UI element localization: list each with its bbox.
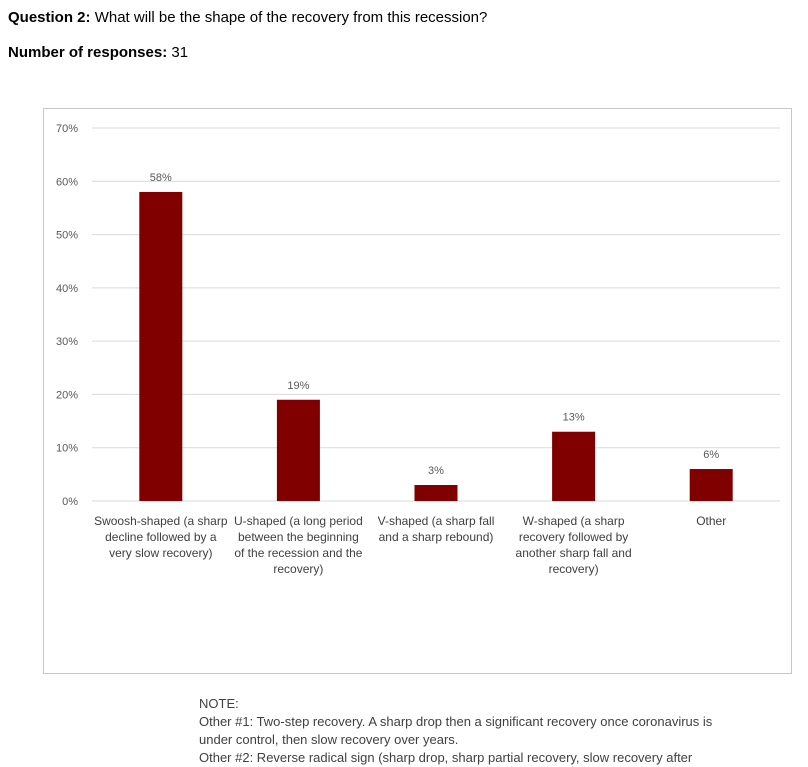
responses-label: Number of responses: xyxy=(8,44,168,61)
y-tick-label: 30% xyxy=(56,336,78,348)
category-label: U-shaped (a long period xyxy=(234,514,363,528)
y-tick-label: 0% xyxy=(62,496,78,508)
bar-chart: 0% 10% 20% 30% 40% 50% 60% 70% 58% Swoosh-shaped … xyxy=(56,123,780,576)
category-label: decline followed by a xyxy=(105,530,217,544)
category-label: of the recession and the xyxy=(234,546,362,560)
question-heading: Question 2: What will be the shape of th… xyxy=(8,9,487,26)
responses-value: 31 xyxy=(171,44,189,61)
responses-line: Number of responses: 31 xyxy=(8,44,188,61)
note-title: NOTE: xyxy=(199,696,239,711)
category-label: another sharp fall and xyxy=(516,546,632,560)
category-label: Swoosh-shaped (a sharp xyxy=(94,514,228,528)
bar xyxy=(139,191,183,501)
note-line: Other #1: Two-step recovery. A sharp dro… xyxy=(199,714,713,729)
category-label: recovery followed by xyxy=(519,530,628,544)
y-tick-label: 10% xyxy=(56,443,78,455)
data-label: 58% xyxy=(150,172,172,184)
y-tick-label: 40% xyxy=(56,283,78,295)
bar xyxy=(276,399,320,501)
category-label: V-shaped (a sharp fall xyxy=(378,514,495,528)
bar xyxy=(689,469,733,501)
category-label: between the beginning xyxy=(238,530,359,544)
category-label: Other xyxy=(696,514,726,528)
data-label: 6% xyxy=(703,449,719,461)
question-label: Question 2: xyxy=(8,9,91,26)
data-label: 3% xyxy=(428,465,444,477)
chart-note: NOTE: Other #1: Two-step recovery. A sha… xyxy=(199,695,799,767)
chart-area: 0% 10% 20% 30% 40% 50% 60% 70% 58% Swoosh-shaped … xyxy=(43,108,792,765)
y-tick-label: 70% xyxy=(56,123,78,135)
category-label: recovery) xyxy=(549,562,599,576)
bar xyxy=(552,431,596,501)
y-tick-label: 20% xyxy=(56,389,78,401)
note-line: under control, then slow recovery over y… xyxy=(199,732,459,747)
bar xyxy=(414,485,458,501)
y-tick-label: 50% xyxy=(56,230,78,242)
data-label: 19% xyxy=(287,380,309,392)
category-label: W-shaped (a sharp xyxy=(523,514,625,528)
note-line: Other #2: Reverse radical sign (sharp dr… xyxy=(199,750,693,765)
category-label: very slow recovery) xyxy=(109,546,212,560)
y-tick-label: 60% xyxy=(56,176,78,188)
category-label: recovery) xyxy=(273,562,323,576)
question-text: What will be the shape of the recovery f… xyxy=(94,9,488,26)
category-label: and a sharp rebound) xyxy=(379,530,494,544)
data-label: 13% xyxy=(563,412,585,424)
